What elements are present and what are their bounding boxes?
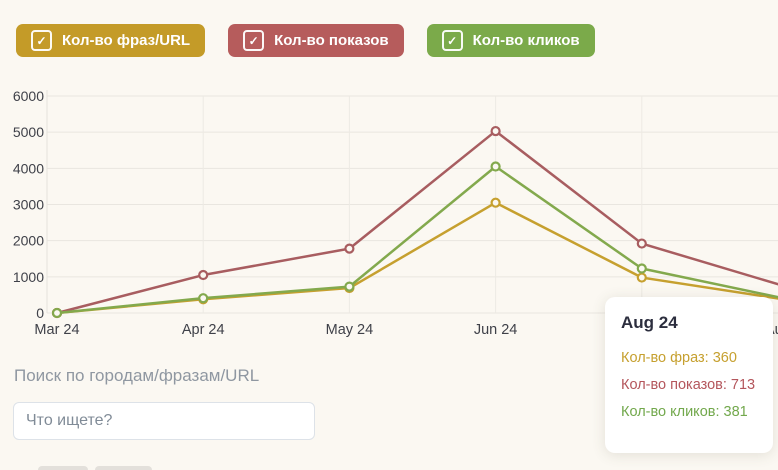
tooltip-item-value: 360 xyxy=(712,350,737,366)
y-axis-tick-label: 3000 xyxy=(13,197,44,213)
checkbox-checked-icon: ✓ xyxy=(243,30,265,51)
data-point[interactable] xyxy=(636,238,647,249)
legend-button-label: Кол-во кликов xyxy=(472,32,580,49)
line-chart[interactable]: 0 1000 2000 3000 4000 5000 6000 Mar 24 Apr 24 May… xyxy=(0,84,778,346)
bottom-button-stub-2[interactable] xyxy=(95,466,152,470)
tooltip-item-label: Кол-во кликов xyxy=(621,404,716,420)
bottom-button-stub-1[interactable] xyxy=(38,466,88,470)
y-axis-tick-label: 2000 xyxy=(13,233,44,249)
y-axis-tick-label: 6000 xyxy=(13,88,44,104)
tooltip-item-value: 713 xyxy=(730,377,756,393)
y-axis-tick-label: 4000 xyxy=(13,160,44,176)
tooltip-title: Aug 24 xyxy=(621,313,678,332)
data-point[interactable] xyxy=(636,272,647,283)
legend-button-0[interactable]: ✓ Кол-во фраз/URL xyxy=(16,24,206,57)
tooltip-item-label: Кол-во показов xyxy=(621,377,723,393)
y-axis-tick-label: 5000 xyxy=(13,124,44,140)
data-point[interactable] xyxy=(344,243,355,254)
data-point[interactable] xyxy=(344,281,355,292)
checkbox-checked-icon: ✓ xyxy=(441,30,463,51)
legend-button-2[interactable]: ✓ Кол-во кликов xyxy=(426,24,595,57)
legend-button-1[interactable]: ✓ Кол-во показов xyxy=(228,24,404,57)
checkbox-checked-icon: ✓ xyxy=(31,30,52,51)
x-axis-label: Jun 24 xyxy=(474,322,518,338)
y-axis-tick-label: 1000 xyxy=(13,269,44,285)
search-label: Поиск по городам/фразам/URL xyxy=(14,366,260,385)
search-input[interactable] xyxy=(13,402,315,440)
data-point[interactable] xyxy=(51,307,63,319)
legend-button-label: Кол-во фраз/URL xyxy=(62,32,191,49)
data-point[interactable] xyxy=(198,293,209,304)
legend-button-label: Кол-во показов xyxy=(274,32,389,49)
tooltip-item: Кол-во кликов: 381 xyxy=(621,404,748,420)
series-line-2 xyxy=(56,165,778,315)
data-point[interactable] xyxy=(490,161,501,172)
x-axis-label: May 24 xyxy=(326,322,374,338)
data-point[interactable] xyxy=(198,269,209,281)
x-axis-label: Apr 24 xyxy=(182,322,225,338)
data-point[interactable] xyxy=(636,263,647,274)
x-axis-label: Mar 24 xyxy=(34,322,79,338)
line-chart-svg: 0 1000 2000 3000 4000 5000 6000 Mar 24 Apr 24 May… xyxy=(13,88,778,338)
data-point[interactable] xyxy=(490,197,501,208)
tooltip-item: Кол-во показов: 713 xyxy=(621,377,756,393)
tooltip-item-value: 381 xyxy=(723,404,748,420)
tooltip-item-label: Кол-во фраз xyxy=(621,350,705,366)
data-point[interactable] xyxy=(490,125,501,137)
tooltip-item: Кол-во фраз: 360 xyxy=(621,350,737,366)
tooltip-items: Кол-во фраз: 360 Кол-во показов: 713 Кол-в… xyxy=(621,350,767,420)
series-line-1 xyxy=(56,129,778,315)
chart-tooltip: Aug 24 Кол-во фраз: 360 Кол-во показов: 7… xyxy=(605,297,773,453)
chart-legend: ✓ Кол-во фраз/URL ✓ Кол-во показов ✓ Кол-во к… xyxy=(16,24,595,57)
y-axis-tick-label: 0 xyxy=(36,305,44,321)
